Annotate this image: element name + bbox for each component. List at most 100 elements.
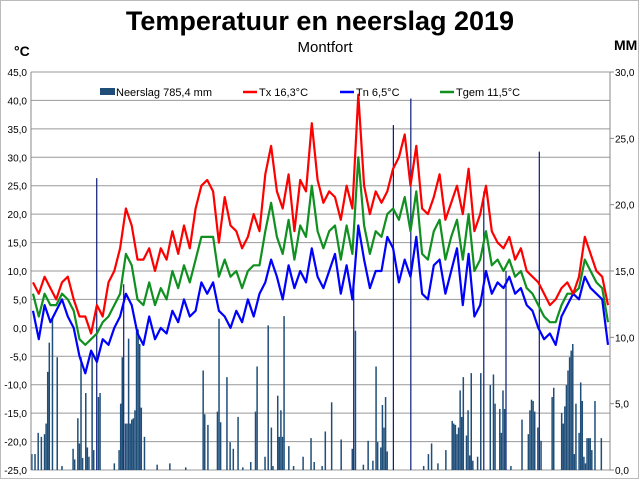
precipitation-bar bbox=[470, 373, 472, 470]
precipitation-bar bbox=[459, 390, 461, 470]
left-tick-label: -20,0 bbox=[4, 438, 27, 449]
precipitation-bar bbox=[232, 448, 235, 470]
precipitation-bar bbox=[551, 397, 553, 470]
legend-label: Neerslag 785,4 mm bbox=[116, 87, 212, 99]
precipitation-bar bbox=[86, 447, 89, 470]
precipitation-bar bbox=[134, 410, 136, 470]
precipitation-bar bbox=[362, 464, 365, 470]
precipitation-bar bbox=[457, 427, 460, 470]
precipitation-bar bbox=[456, 434, 458, 470]
precipitation-bar bbox=[254, 411, 257, 470]
legend: Neerslag 785,4 mm Tx 16,3°C Tn 6,5°C Tgem 1… bbox=[100, 87, 520, 99]
precipitation-bar bbox=[40, 436, 43, 470]
right-tick-label: 10,0 bbox=[615, 333, 635, 344]
precipitation-bar bbox=[229, 442, 231, 470]
precipitation-bar bbox=[78, 443, 81, 470]
precipitation-bar bbox=[540, 440, 542, 470]
precipitation-bar bbox=[85, 393, 87, 470]
precipitation-bar bbox=[530, 399, 533, 470]
precipitation-bar bbox=[453, 423, 455, 470]
precipitation-bar bbox=[99, 393, 101, 470]
precipitation-bar bbox=[129, 423, 131, 470]
precipitation-bar bbox=[43, 434, 46, 470]
precipitation-bar bbox=[562, 423, 565, 470]
precipitation-bar bbox=[340, 439, 342, 470]
precipitation-bar bbox=[270, 427, 273, 470]
precipitation-bar bbox=[46, 371, 49, 470]
precipitation-bar bbox=[480, 373, 482, 470]
right-tick-label: 30,0 bbox=[615, 68, 635, 79]
temperature-lines bbox=[31, 93, 610, 375]
precipitation-bar bbox=[600, 438, 603, 470]
legend-label: Tgem 11,5°C bbox=[456, 87, 520, 99]
left-tick-label: -10,0 bbox=[4, 381, 27, 392]
legend-item: Tx 16,3°C bbox=[243, 87, 308, 99]
precipitation-bar bbox=[353, 284, 355, 470]
precipitation-bar bbox=[499, 408, 501, 470]
left-tick-label: 15,0 bbox=[8, 239, 28, 250]
precipitation-bar bbox=[207, 424, 209, 470]
precipitation-bar bbox=[529, 410, 531, 470]
precipitation-bar bbox=[437, 463, 439, 470]
precipitation-bar bbox=[502, 390, 504, 470]
precipitation-bar bbox=[568, 357, 571, 470]
precipitation-bar bbox=[126, 423, 128, 470]
precipitation-bar bbox=[476, 456, 479, 470]
left-tick-label: 25,0 bbox=[8, 182, 28, 193]
precipitation-bar bbox=[81, 458, 84, 470]
precipitation-bar bbox=[427, 454, 430, 470]
precipitation-bar bbox=[367, 440, 369, 470]
precipitation-bar bbox=[454, 424, 457, 470]
precipitation-bar bbox=[451, 420, 453, 470]
series-line-tn bbox=[31, 224, 610, 375]
precipitation-bar bbox=[573, 454, 576, 470]
right-tick-label: 5,0 bbox=[615, 400, 629, 411]
precipitation-bar bbox=[575, 403, 577, 470]
precipitation-bar bbox=[131, 419, 133, 470]
precipitation-bar bbox=[250, 462, 252, 470]
precipitation-bar bbox=[392, 125, 394, 471]
precipitation-bar bbox=[31, 454, 33, 470]
precipitation-bar bbox=[143, 436, 146, 470]
precipitation-bar bbox=[124, 423, 127, 470]
precipitation-bar bbox=[137, 329, 139, 470]
precipitation-bar bbox=[51, 317, 54, 470]
precipitation-bar bbox=[77, 418, 79, 470]
precipitation-bar bbox=[73, 459, 76, 470]
precipitation-bar bbox=[310, 438, 312, 470]
precipitation-bar bbox=[302, 456, 304, 470]
legend-item: Tgem 11,5°C bbox=[440, 87, 520, 99]
precipitation-bar bbox=[527, 434, 530, 470]
precipitation-bar bbox=[578, 432, 580, 470]
right-tick-label: 25,0 bbox=[615, 134, 635, 145]
precipitation-bar bbox=[45, 423, 47, 470]
left-tick-label: 45,0 bbox=[8, 68, 28, 79]
precipitation-bar bbox=[80, 357, 82, 470]
precipitation-bar bbox=[560, 412, 563, 470]
left-tick-label: 35,0 bbox=[8, 125, 28, 136]
precipitation-bar bbox=[591, 450, 593, 470]
precipitation-bar bbox=[324, 431, 327, 470]
precipitation-bar bbox=[61, 466, 63, 470]
left-tick-label: 20,0 bbox=[8, 210, 28, 221]
precipitation-bar bbox=[492, 374, 495, 470]
precipitation-bar bbox=[56, 357, 58, 470]
precipitation-bar bbox=[281, 436, 284, 470]
precipitation-bar bbox=[283, 316, 285, 470]
left-tick-label: 0,0 bbox=[13, 324, 27, 335]
precipitation-bar bbox=[567, 370, 569, 470]
precipitation-bar bbox=[118, 450, 120, 470]
precipitation-bar bbox=[489, 385, 492, 470]
left-tick-label: 30,0 bbox=[8, 153, 28, 164]
precipitation-bar bbox=[97, 397, 100, 470]
precipitation-bar bbox=[119, 403, 122, 470]
left-tick-label: 40,0 bbox=[8, 96, 28, 107]
precipitation-bar bbox=[494, 403, 496, 470]
chart-subtitle: Montfort bbox=[297, 39, 353, 56]
precipitation-bar bbox=[184, 467, 187, 470]
precipitation-bar bbox=[505, 271, 507, 470]
precipitation-bar bbox=[272, 466, 274, 470]
precipitation-bar bbox=[354, 330, 357, 470]
